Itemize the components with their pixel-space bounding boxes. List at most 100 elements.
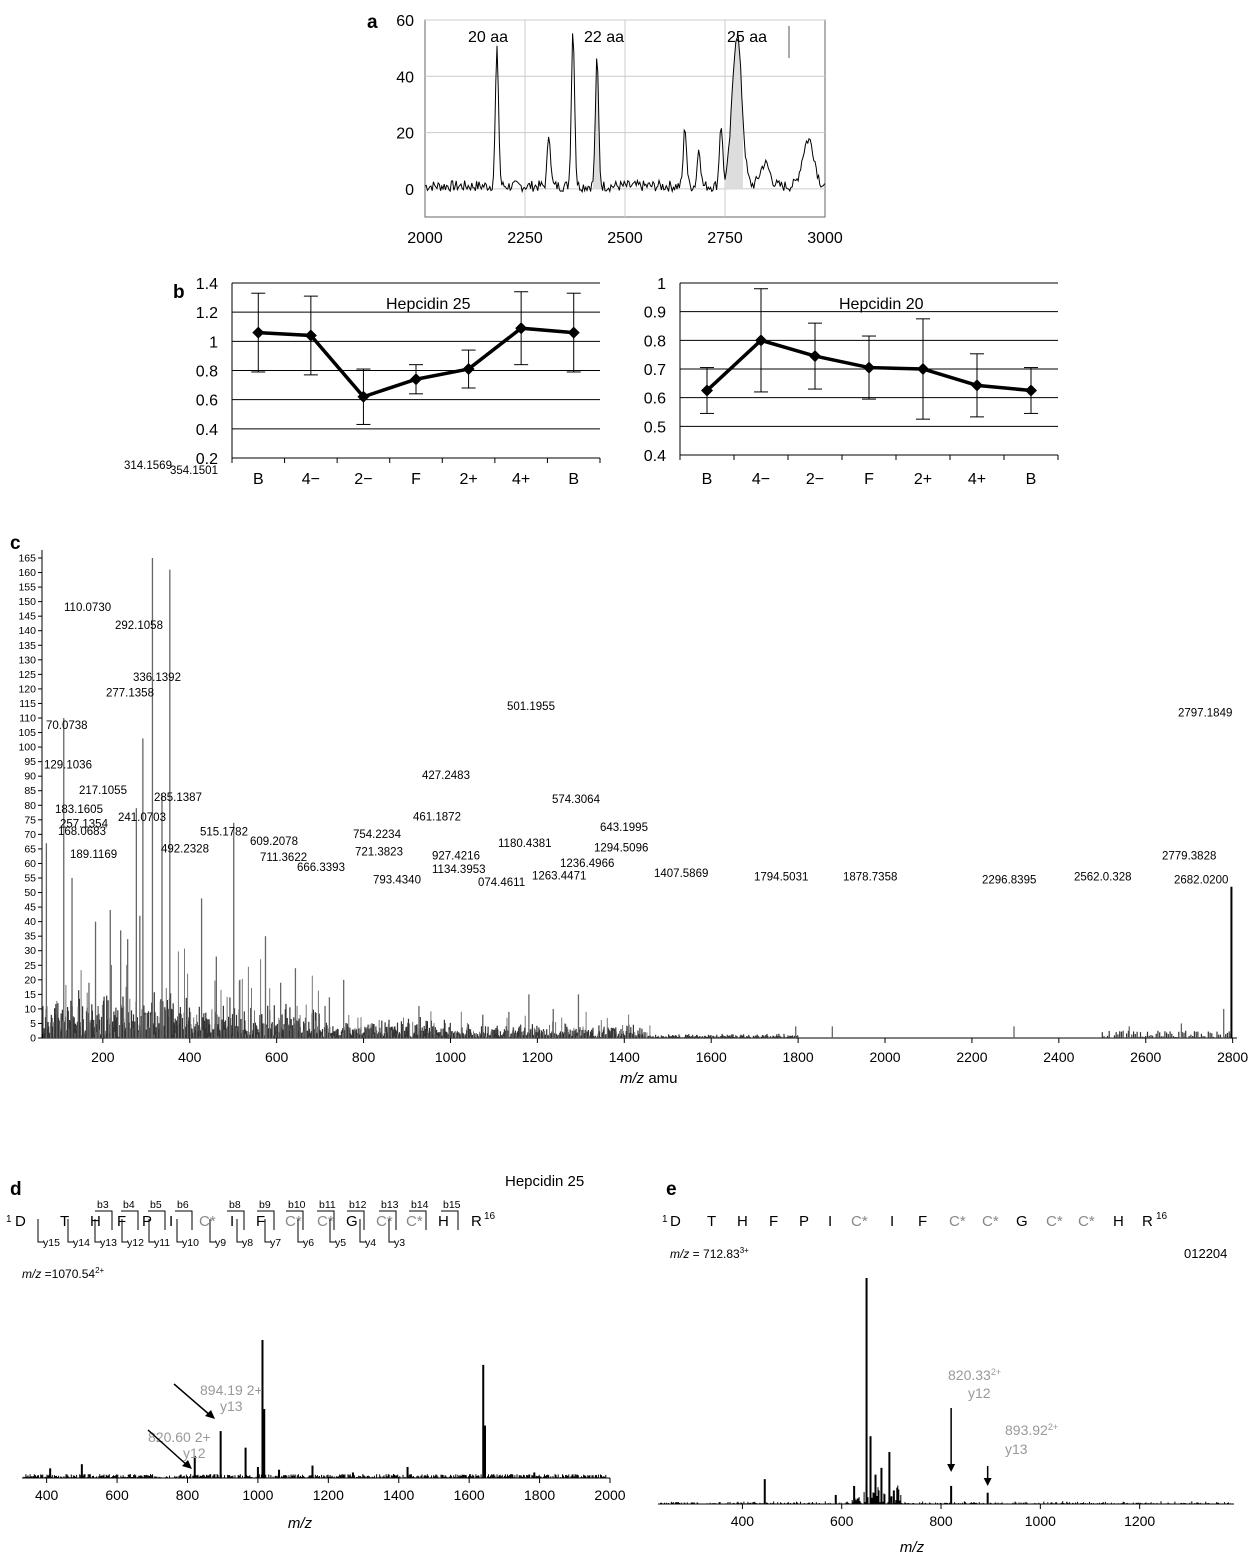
sequence-end: 16 [1156,1211,1168,1222]
y-ion-bracket [297,1219,304,1243]
b-ion-bracket [95,1210,113,1230]
x-tick-label: 4+ [968,471,986,488]
data-point [917,363,929,375]
y-ion-label: y7 [270,1237,281,1249]
y-tick-label: 105 [18,727,36,739]
y-ion-label: y4 [365,1237,376,1249]
y-ion-label: y10 [182,1237,199,1249]
y-tick-label: 1.4 [196,276,218,293]
y-tick-label: 35 [24,931,36,943]
sequence-start: 1 [662,1214,668,1225]
x-tick-label: 600 [830,1513,854,1529]
y-ion-label: y11 [154,1237,170,1249]
y-ion-bracket [209,1219,216,1243]
x-tick-label: 2750 [707,230,743,247]
y-tick-label: 55 [24,873,36,885]
chart-title: Hepcidin 25 [505,1173,584,1190]
peak-label: 927.4216 [432,851,480,863]
x-tick-label: 2500 [607,230,643,247]
sequence-residue: C* [1046,1213,1063,1230]
sequence-residue: D [15,1213,26,1230]
b-ion-bracket [317,1210,335,1230]
x-tick-label: 200 [91,1049,115,1065]
y-ion-bracket [67,1219,74,1243]
x-tick-label: 2400 [1043,1049,1074,1065]
y-tick-label: 25 [24,960,36,972]
chart-title: Hepcidin 20 [839,296,924,313]
x-tick-label: B [1026,471,1037,488]
y-ion-bracket [94,1219,101,1243]
trace-line [424,33,826,194]
sequence-residue: I [169,1213,173,1230]
y-tick-label: 0.6 [644,391,666,408]
y-tick-label: 125 [18,669,36,681]
sequence-residue: D [670,1213,681,1230]
peak-label: 666.3393 [297,862,345,874]
x-tick-label: 1800 [524,1487,555,1503]
x-axis-label: m/z amu [620,1070,678,1087]
y-ion-bracket [236,1219,243,1243]
y-tick-label: 95 [24,756,36,768]
annotation-mz: 893.922+ [1005,1422,1058,1438]
x-tick-label: 600 [105,1487,129,1503]
sequence-residue: H [737,1213,748,1230]
precursor-label: m/z = 712.833+ [670,1246,749,1261]
x-tick-label: B [702,471,713,488]
x-tick-label: 600 [265,1049,289,1065]
peak-label: 292.1058 [115,620,163,632]
b-ion-bracket [286,1210,304,1230]
b-ion-bracket [257,1210,275,1230]
sequence-residue: C* [317,1213,334,1230]
peak-label: 110.0730 [64,602,111,614]
x-tick-label: 1000 [242,1487,273,1503]
data-point [755,334,767,347]
peak-label: 1878.7358 [843,871,897,883]
y-tick-label: 1 [209,334,218,351]
x-axis-label: m/z [288,1515,313,1532]
x-tick-label: 800 [176,1487,200,1503]
peak-label: 501.1955 [507,701,555,713]
y-tick-label: 30 [24,945,36,957]
sequence-residue: F [256,1213,265,1230]
x-tick-label: 2− [806,471,824,488]
peak-label: 285.1387 [154,792,202,804]
peak-label: 217.1055 [79,785,127,797]
sequence-residue: C* [376,1213,393,1230]
b-ion-bracket [121,1210,139,1230]
y-ion-label: y12 [127,1237,144,1249]
annotation-arrow [147,1429,189,1467]
x-tick-label: 800 [352,1049,376,1065]
peak-label: 1134.3953 [432,864,486,876]
arrow-head [182,1460,192,1469]
annotation-arrow [173,1383,212,1417]
x-tick-label: 1800 [783,1049,814,1065]
y-tick-label: 115 [19,698,36,710]
peak-label: 643.1995 [600,822,648,834]
x-axis-label: m/z [900,1539,925,1556]
peak-annotation: 25 aa [727,29,767,46]
y-tick-label: 0 [405,182,414,199]
x-tick-label: 2+ [914,471,932,488]
y-tick-label: 0.4 [196,422,218,439]
x-tick-label: 1400 [383,1487,414,1503]
y-tick-label: 40 [24,916,36,928]
y-tick-label: 100 [18,742,36,754]
y-ion-bracket [121,1219,128,1243]
peak-label: 1263.4471 [532,871,586,883]
peak-label: 183.1605 [55,804,103,816]
peak-label: 336.1392 [133,672,181,684]
y-tick-label: 60 [24,858,36,870]
x-tick-label: B [253,471,264,488]
chart-title: Hepcidin 25 [386,296,471,313]
sequence-residue: C* [285,1213,302,1230]
annotation-ion: y12 [183,1445,206,1461]
x-tick-label: 2000 [594,1487,625,1503]
b-ion-label: b9 [259,1199,271,1211]
peak-label: 721.3823 [355,847,403,859]
peak-label: 257.1354 [60,819,109,831]
b-ion-label: b14 [411,1199,429,1211]
peak-label: 2562.0.328 [1074,871,1132,883]
y-tick-label: 135 [18,640,36,652]
y-ion-label: y14 [73,1237,90,1249]
